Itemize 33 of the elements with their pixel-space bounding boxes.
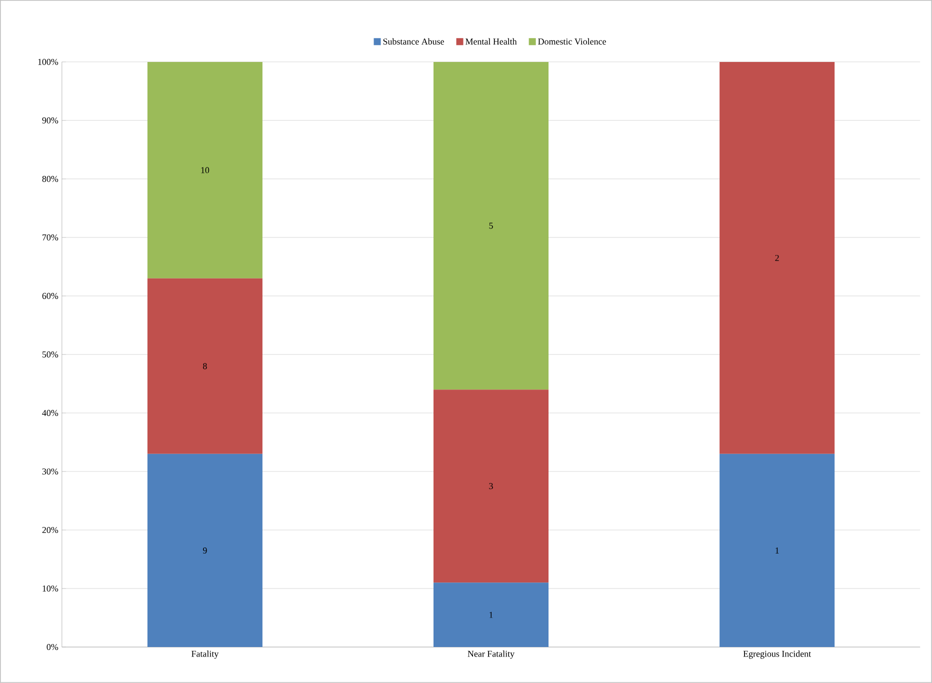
bar xyxy=(720,62,835,454)
bar xyxy=(434,390,549,583)
annotation: 5 xyxy=(489,222,493,229)
bar xyxy=(147,278,262,454)
annotation: 8 xyxy=(203,363,207,370)
legend-label: Substance Abuse xyxy=(383,38,444,45)
x-tick-label: Fatality xyxy=(192,650,219,659)
bar xyxy=(720,454,835,648)
y-tick-label: 0% xyxy=(46,644,58,650)
annotation: 3 xyxy=(489,483,493,490)
annotation: 1 xyxy=(776,548,779,554)
x-tick-label: Near Fatality xyxy=(468,650,515,659)
y-tick-label: 10% xyxy=(42,586,58,592)
annotation: 2 xyxy=(775,254,779,261)
y-tick-label: 50% xyxy=(42,351,58,358)
x-tick-label: Egregious Incident xyxy=(743,650,812,659)
bar xyxy=(434,582,549,648)
legend-label: Mental Health xyxy=(466,38,517,45)
bar xyxy=(434,62,549,390)
y-tick-label: 90% xyxy=(42,117,58,124)
y-tick-label: 100% xyxy=(38,58,58,65)
annotation: 1 xyxy=(490,612,493,618)
annotation: 9 xyxy=(202,548,207,554)
bar xyxy=(147,62,262,278)
y-tick-label: 20% xyxy=(42,526,58,534)
y-tick-label: 60% xyxy=(42,292,58,300)
y-tick-label: 40% xyxy=(42,410,58,416)
bar xyxy=(147,454,262,648)
y-tick-label: 30% xyxy=(42,468,58,475)
y-tick-label: 80% xyxy=(42,176,58,182)
legend-label: Domestic Violence xyxy=(538,38,606,45)
y-tick-label: 70% xyxy=(42,234,58,241)
annotation: 10 xyxy=(201,167,210,174)
